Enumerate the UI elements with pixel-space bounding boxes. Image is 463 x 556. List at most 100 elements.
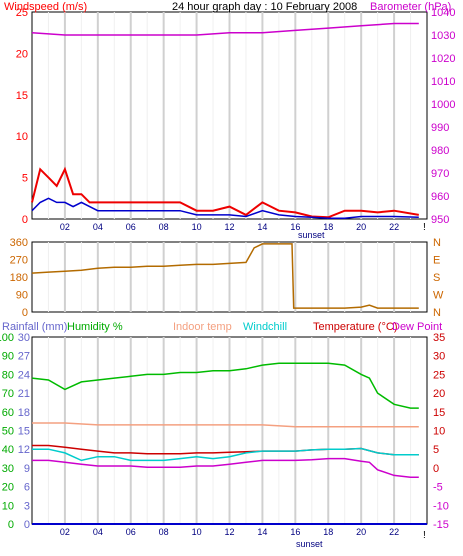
direction-degree-180: 180 (10, 272, 28, 284)
windspeed-tick-10: 10 (16, 131, 28, 143)
x-gridlines-wind (47, 12, 412, 219)
barometer-tick-1030: 1030 (431, 30, 455, 42)
temperature-tick-30: 30 (433, 351, 445, 363)
windspeed-axis-title: Windspeed (m/s) (4, 1, 87, 13)
temperature-tick-labels: 35 30 25 20 15 10 5 0 -5 -10 -15 (433, 332, 449, 531)
humidity-tick-40: 40 (2, 444, 14, 456)
legend-indoor-temp: Indoor temp (173, 321, 232, 333)
barometer-tick-990: 990 (431, 122, 449, 134)
end-marker-wind: ! (423, 222, 426, 233)
wind-gust-line (31, 166, 419, 219)
barometer-tick-1020: 1020 (431, 53, 455, 65)
x-tick-wind-10: 10 (192, 222, 202, 232)
end-marker-temperature: ! (423, 530, 426, 541)
temperature-humidity-chart: Rainfall (mm) Humidity % Indoor temp Win… (0, 321, 449, 549)
x-tick-temperature-02: 02 (60, 527, 70, 537)
temperature-tick-15: 15 (433, 407, 445, 419)
compass-W-3: W (433, 290, 444, 302)
x-tick-temperature-12: 12 (224, 527, 234, 537)
x-tick-wind-20: 20 (356, 222, 366, 232)
rainfall-tick-30: 30 (18, 332, 30, 344)
direction-degree-360: 360 (10, 237, 28, 249)
humidity-tick-70: 70 (2, 388, 14, 400)
legend-temperature: Temperature (°C) (313, 321, 397, 333)
legend-dew-point: Dew Point (392, 321, 442, 333)
x-tick-labels-temperature: 02 04 06 08 10 12 14 16 18 20 22 (60, 527, 399, 537)
legend-windchill: Windchill (243, 321, 287, 333)
barometer-tick-980: 980 (431, 145, 449, 157)
x-tick-wind-18: 18 (323, 222, 333, 232)
humidity-tick-90: 90 (2, 351, 14, 363)
humidity-tick-60: 60 (2, 407, 14, 419)
wind-direction-line (31, 243, 419, 309)
x-tick-wind-08: 08 (159, 222, 169, 232)
rainfall-axis-title: Rainfall (mm) (2, 321, 67, 333)
rainfall-tick-18: 18 (18, 407, 30, 419)
barometer-tick-1040: 1040 (431, 7, 455, 19)
wind-barometer-chart: Windspeed (m/s) 24 hour graph day : 10 F… (4, 1, 455, 240)
compass-S-2: S (433, 272, 440, 284)
x-tick-temperature-08: 08 (159, 527, 169, 537)
temperature-tick-10: 10 (433, 426, 445, 438)
compass-E-1: E (433, 255, 440, 267)
barometer-tick-1000: 1000 (431, 99, 455, 111)
barometer-tick-labels: 950 960 970 980 990 1000 1010 1020 1030 1040 (431, 7, 455, 226)
barometer-tick-970: 970 (431, 168, 449, 180)
x-tick-wind-14: 14 (257, 222, 267, 232)
x-tick-temperature-20: 20 (356, 527, 366, 537)
wind-chart-title: 24 hour graph day : 10 February 2008 (172, 1, 357, 13)
x-tick-temperature-06: 06 (126, 527, 136, 537)
windspeed-tick-20: 20 (16, 48, 28, 60)
temperature-tick-0: 0 (433, 463, 439, 475)
x-tick-temperature-22: 22 (389, 527, 399, 537)
windspeed-tick-labels: 0 5 10 15 20 25 (16, 7, 28, 226)
windspeed-tick-0: 0 (22, 214, 28, 226)
humidity-tick-30: 30 (2, 463, 14, 475)
barometer-line (31, 22, 419, 36)
humidity-tick-labels: 0 10 20 30 40 50 60 70 80 90 100 (0, 332, 14, 531)
x-tick-temperature-14: 14 (257, 527, 267, 537)
x-tick-wind-12: 12 (224, 222, 234, 232)
humidity-tick-10: 10 (2, 500, 14, 512)
x-tick-temperature-18: 18 (323, 527, 333, 537)
x-tick-wind-06: 06 (126, 222, 136, 232)
x-gridlines-direction (47, 242, 412, 312)
temperature-tick-minus15: -15 (433, 519, 449, 531)
wind-series (31, 22, 419, 219)
compass-N-4: N (433, 307, 441, 319)
rainfall-tick-12: 12 (18, 444, 30, 456)
x-tick-wind-16: 16 (290, 222, 300, 232)
sunset-label-temperature: sunset (296, 539, 323, 549)
barometer-axis-title: Barometer (hPa) (370, 1, 451, 13)
direction-degree-270: 270 (10, 255, 28, 267)
humidity-tick-50: 50 (2, 426, 14, 438)
direction-series (31, 243, 419, 309)
rainfall-tick-15: 15 (18, 426, 30, 438)
x-tick-wind-04: 04 (93, 222, 103, 232)
temperature-tick-20: 20 (433, 388, 445, 400)
temperature-series (31, 362, 427, 525)
humidity-line (31, 362, 419, 409)
compass-N-0: N (433, 237, 441, 249)
humidity-tick-100: 100 (0, 332, 14, 344)
temperature-tick-35: 35 (433, 332, 445, 344)
direction-degree-90: 90 (16, 290, 28, 302)
x-tick-labels-wind: 02 04 06 08 10 12 14 16 18 20 22 (60, 222, 399, 232)
rainfall-tick-0: 0 (24, 519, 30, 531)
dew-point-line (32, 457, 419, 479)
temperature-tick-5: 5 (433, 444, 439, 456)
humidity-tick-80: 80 (2, 369, 14, 381)
windspeed-tick-15: 15 (16, 90, 28, 102)
barometer-tick-1010: 1010 (431, 76, 455, 88)
direction-degree-labels: 0 90 180 270 360 (10, 237, 28, 319)
x-tick-temperature-04: 04 (93, 527, 103, 537)
sunset-label-wind: sunset (298, 230, 325, 240)
barometer-tick-950: 950 (431, 214, 449, 226)
rainfall-tick-27: 27 (18, 351, 30, 363)
rainfall-tick-9: 9 (24, 463, 30, 475)
barometer-tick-960: 960 (431, 191, 449, 203)
windchill-line (32, 447, 419, 462)
